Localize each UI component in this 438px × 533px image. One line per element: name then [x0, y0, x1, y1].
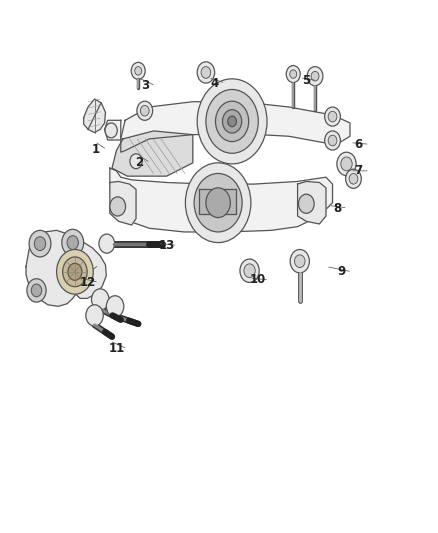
- Circle shape: [337, 152, 356, 175]
- Text: 11: 11: [108, 342, 124, 356]
- Circle shape: [27, 279, 46, 302]
- Circle shape: [106, 296, 124, 317]
- Circle shape: [67, 236, 78, 249]
- Circle shape: [29, 230, 51, 257]
- Text: 2: 2: [135, 156, 144, 169]
- Circle shape: [346, 169, 361, 188]
- Circle shape: [298, 194, 314, 213]
- Polygon shape: [297, 181, 326, 224]
- Circle shape: [194, 173, 242, 232]
- Text: 4: 4: [211, 77, 219, 90]
- Polygon shape: [121, 102, 350, 152]
- Circle shape: [63, 257, 87, 287]
- Circle shape: [215, 101, 249, 142]
- Circle shape: [110, 197, 126, 216]
- Circle shape: [206, 188, 230, 217]
- Circle shape: [223, 110, 242, 133]
- Circle shape: [290, 249, 309, 273]
- Polygon shape: [110, 181, 136, 225]
- Circle shape: [311, 71, 319, 81]
- Text: 9: 9: [337, 265, 346, 278]
- Circle shape: [137, 101, 152, 120]
- Circle shape: [31, 284, 42, 297]
- Circle shape: [325, 107, 340, 126]
- Text: 5: 5: [302, 74, 311, 87]
- Circle shape: [68, 263, 82, 280]
- Circle shape: [294, 255, 305, 268]
- Polygon shape: [26, 230, 106, 306]
- Polygon shape: [199, 189, 237, 214]
- Text: 6: 6: [355, 138, 363, 151]
- Circle shape: [240, 259, 259, 282]
- Circle shape: [34, 237, 46, 251]
- Text: 3: 3: [141, 79, 149, 92]
- Circle shape: [99, 234, 115, 253]
- Circle shape: [92, 289, 109, 310]
- Circle shape: [197, 62, 215, 83]
- Circle shape: [141, 106, 149, 116]
- Circle shape: [286, 66, 300, 83]
- Circle shape: [130, 154, 142, 168]
- Text: 7: 7: [355, 164, 363, 177]
- Circle shape: [131, 62, 145, 79]
- Text: 10: 10: [250, 273, 266, 286]
- Circle shape: [105, 123, 117, 138]
- Circle shape: [290, 70, 297, 78]
- Polygon shape: [110, 168, 332, 232]
- Circle shape: [228, 116, 237, 127]
- Circle shape: [349, 173, 358, 184]
- Circle shape: [328, 135, 337, 146]
- Circle shape: [201, 67, 211, 78]
- Text: 12: 12: [80, 276, 96, 289]
- Text: 8: 8: [333, 201, 341, 214]
- Circle shape: [341, 157, 352, 171]
- Polygon shape: [84, 99, 106, 133]
- Circle shape: [197, 79, 267, 164]
- Polygon shape: [105, 120, 121, 140]
- Circle shape: [328, 111, 337, 122]
- Text: 1: 1: [92, 143, 100, 156]
- Circle shape: [307, 67, 323, 86]
- Circle shape: [206, 90, 258, 154]
- Polygon shape: [112, 131, 193, 176]
- Circle shape: [86, 305, 103, 326]
- Circle shape: [135, 67, 142, 75]
- Circle shape: [57, 249, 93, 294]
- Circle shape: [244, 264, 255, 278]
- Circle shape: [185, 163, 251, 243]
- Circle shape: [325, 131, 340, 150]
- Text: 13: 13: [159, 239, 175, 252]
- Circle shape: [62, 229, 84, 256]
